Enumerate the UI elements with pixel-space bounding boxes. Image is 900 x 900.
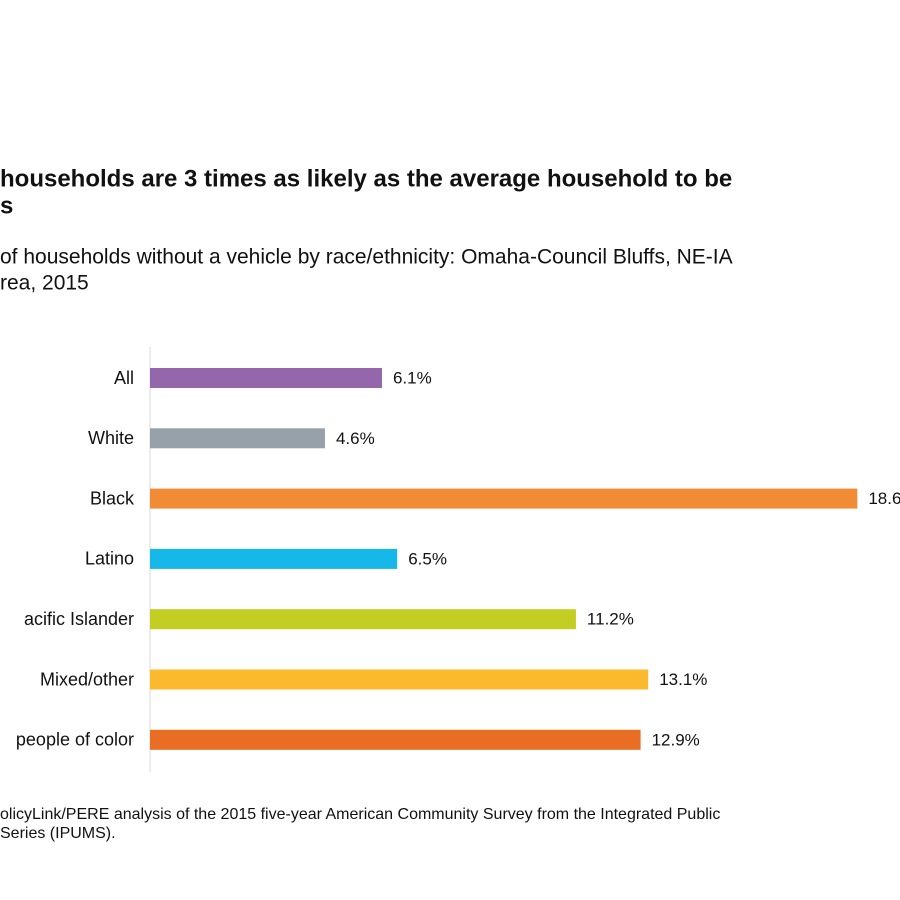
bar [150,669,649,690]
value-label: 6.5% [408,549,447,568]
category-label: people of color [16,730,134,750]
bar [150,368,382,388]
value-label: 11.2% [587,610,634,629]
category-label: acific Islander [24,609,134,629]
chart-title: s [0,192,13,219]
chart-subtitle: of households without a vehicle by race/… [0,246,733,269]
value-label: 12.9% [652,730,700,749]
bar [150,548,398,569]
category-label: Mixed/other [40,669,134,689]
value-label: 4.6% [336,429,375,448]
category-label: Latino [85,549,134,569]
source-note: Series (IPUMS). [0,825,116,842]
chart-subtitle: rea, 2015 [0,272,89,295]
bar [150,428,325,449]
category-label: Black [90,488,135,508]
value-label: 6.1% [393,368,432,387]
bar [150,609,576,630]
category-label: White [88,428,134,448]
category-label: All [114,368,134,388]
value-label: 18.6 [868,489,900,508]
bar [150,729,641,750]
value-label: 13.1% [659,670,707,689]
source-note: olicyLink/PERE analysis of the 2015 five… [0,806,720,823]
bar [150,488,858,509]
chart-title: households are 3 times as likely as the … [0,165,732,192]
